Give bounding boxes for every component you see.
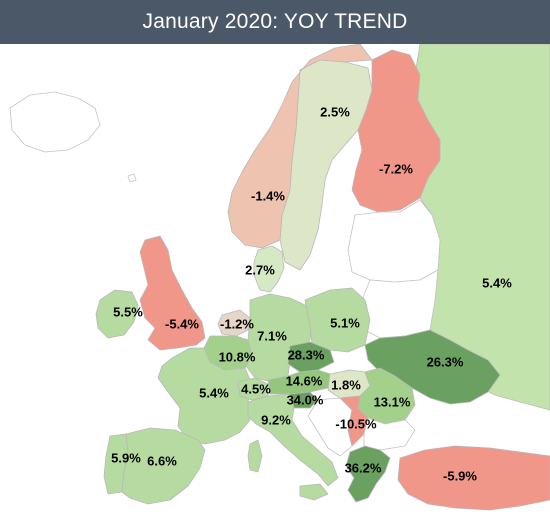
label-switzerland: 4.5% — [241, 381, 271, 396]
region-sicily — [299, 483, 329, 501]
region-italy — [247, 393, 339, 487]
europe-map: -1.4% 2.5% -7.2% 5.4% 2.7% 5.5% -5.4% -1… — [0, 44, 550, 517]
label-greece: 36.2% — [345, 460, 382, 475]
label-france: 5.4% — [199, 385, 229, 400]
label-hungary: 1.8% — [331, 377, 361, 392]
bulgaria-shape — [363, 417, 416, 451]
label-romania: 13.1% — [374, 394, 411, 409]
label-germany: 7.1% — [257, 328, 287, 343]
small-island-shape — [127, 173, 137, 183]
label-norway: -1.4% — [251, 188, 285, 203]
region-united-kingdom — [139, 235, 206, 351]
region-spain — [121, 427, 206, 505]
title-bar: January 2020: YOY TREND — [0, 0, 550, 44]
region-ireland — [95, 289, 139, 339]
label-ukraine: 26.3% — [427, 354, 464, 369]
label-denmark: 2.7% — [245, 262, 275, 277]
label-finland: -7.2% — [379, 161, 413, 176]
value-labels: -1.4% 2.5% -7.2% 5.4% 2.7% 5.5% -5.4% -1… — [111, 104, 512, 483]
label-serbia: -10.5% — [335, 416, 377, 431]
region-czechia — [287, 341, 335, 373]
region-norway — [227, 44, 373, 249]
page-title: January 2020: YOY TREND — [142, 10, 408, 33]
label-spain: 6.6% — [147, 453, 177, 468]
label-italy: 9.2% — [261, 412, 291, 427]
label-slovenia: 34.0% — [287, 392, 324, 407]
label-russia: 5.4% — [482, 275, 512, 290]
region-turkey — [397, 445, 550, 511]
region-france — [157, 347, 253, 445]
baltic-states-shape — [347, 199, 441, 283]
label-austria: 14.6% — [286, 373, 323, 388]
label-united-kingdom: -5.4% — [165, 316, 199, 331]
label-portugal: 5.9% — [111, 450, 141, 465]
label-netherlands: -1.2% — [220, 316, 254, 331]
region-netherlands — [217, 309, 251, 337]
map-svg: -1.4% 2.5% -7.2% 5.4% 2.7% 5.5% -5.4% -1… — [9, 44, 550, 511]
region-finland — [351, 49, 441, 213]
label-belgium: 10.8% — [219, 349, 256, 364]
label-poland: 5.1% — [330, 315, 360, 330]
region-italy-islands — [247, 439, 263, 473]
region-denmark — [253, 245, 285, 293]
iceland-shape — [9, 91, 101, 153]
label-ireland: 5.5% — [113, 304, 143, 319]
label-turkey: -5.9% — [443, 468, 477, 483]
region-germany — [245, 293, 313, 383]
label-czechia: 28.3% — [288, 347, 325, 362]
region-greece — [345, 445, 391, 503]
label-sweden: 2.5% — [320, 104, 350, 119]
